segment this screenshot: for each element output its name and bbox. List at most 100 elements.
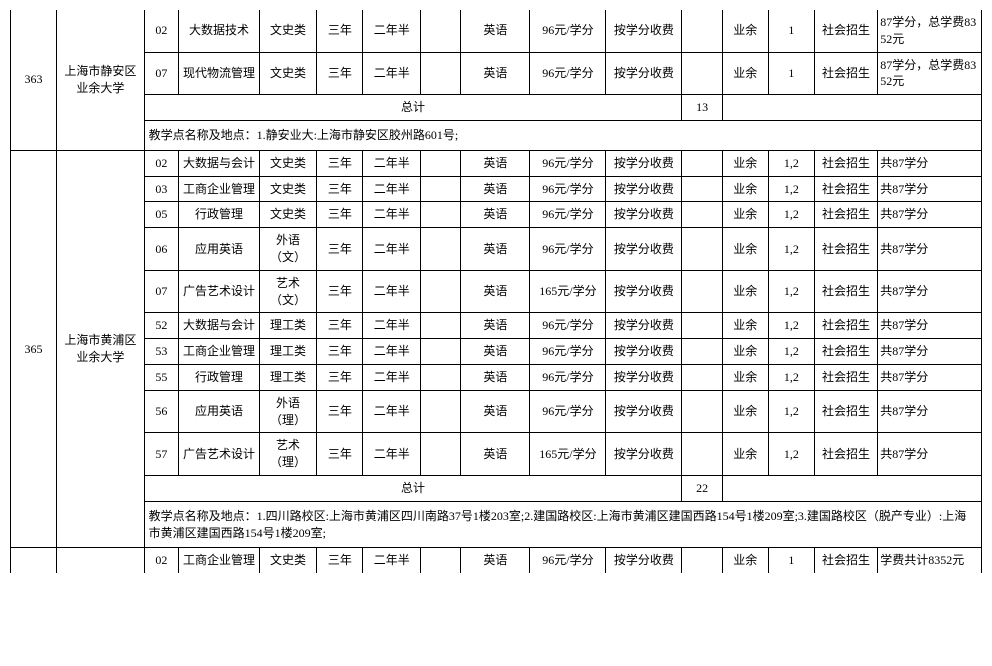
study-mode: 业余	[722, 150, 768, 176]
category: 文史类	[259, 10, 317, 52]
blank-col	[420, 228, 460, 271]
total-number: 13	[682, 95, 722, 121]
program-name: 行政管理	[179, 364, 260, 390]
duration: 三年	[317, 390, 363, 433]
duration-min: 二年半	[363, 52, 421, 95]
language: 英语	[461, 176, 530, 202]
school-code: 363	[11, 10, 57, 150]
teaching-site-note: 教学点名称及地点：1.静安业大:上海市静安区胶州路601号;	[144, 120, 981, 150]
category: 文史类	[259, 52, 317, 95]
table-row: 365上海市黄浦区业余大学02大数据与会计文史类三年二年半英语96元/学分按学分…	[11, 150, 982, 176]
category: 理工类	[259, 364, 317, 390]
program-name: 大数据与会计	[179, 313, 260, 339]
site: 1,2	[768, 228, 814, 271]
study-mode: 业余	[722, 202, 768, 228]
blank-col	[420, 433, 460, 476]
program-name: 应用英语	[179, 390, 260, 433]
total-label: 总计	[144, 95, 682, 121]
charge-mode: 按学分收费	[606, 313, 682, 339]
enroll-type: 社会招生	[814, 10, 877, 52]
duration: 三年	[317, 548, 363, 573]
category: 外语（文）	[259, 228, 317, 271]
study-mode: 业余	[722, 10, 768, 52]
blank-col	[420, 10, 460, 52]
language: 英语	[461, 202, 530, 228]
blank-col	[420, 176, 460, 202]
duration: 三年	[317, 150, 363, 176]
note-row: 教学点名称及地点：1.静安业大:上海市静安区胶州路601号;	[11, 120, 982, 150]
category: 文史类	[259, 150, 317, 176]
language: 英语	[461, 548, 530, 573]
price: 96元/学分	[530, 176, 606, 202]
charge-mode: 按学分收费	[606, 390, 682, 433]
category: 理工类	[259, 339, 317, 365]
blank-col2	[682, 150, 722, 176]
charge-mode: 按学分收费	[606, 270, 682, 313]
language: 英语	[461, 228, 530, 271]
table-row: 02工商企业管理文史类三年二年半英语96元/学分按学分收费业余1社会招生学费共计…	[11, 548, 982, 573]
language: 英语	[461, 339, 530, 365]
remark: 共87学分	[878, 364, 982, 390]
duration: 三年	[317, 270, 363, 313]
study-mode: 业余	[722, 228, 768, 271]
price: 165元/学分	[530, 270, 606, 313]
price: 96元/学分	[530, 228, 606, 271]
table-row: 05行政管理文史类三年二年半英语96元/学分按学分收费业余1,2社会招生共87学…	[11, 202, 982, 228]
site: 1,2	[768, 390, 814, 433]
remark: 共87学分	[878, 228, 982, 271]
site: 1,2	[768, 150, 814, 176]
duration-min: 二年半	[363, 176, 421, 202]
enroll-type: 社会招生	[814, 176, 877, 202]
charge-mode: 按学分收费	[606, 176, 682, 202]
school-code	[11, 548, 57, 573]
price: 96元/学分	[530, 548, 606, 573]
blank-col2	[682, 339, 722, 365]
enroll-type: 社会招生	[814, 339, 877, 365]
study-mode: 业余	[722, 433, 768, 476]
study-mode: 业余	[722, 364, 768, 390]
charge-mode: 按学分收费	[606, 228, 682, 271]
charge-mode: 按学分收费	[606, 339, 682, 365]
language: 英语	[461, 150, 530, 176]
total-row: 总计13	[11, 95, 982, 121]
program-code: 02	[144, 10, 179, 52]
duration: 三年	[317, 313, 363, 339]
remark: 学费共计8352元	[878, 548, 982, 573]
blank-col2	[682, 433, 722, 476]
program-code: 05	[144, 202, 179, 228]
study-mode: 业余	[722, 176, 768, 202]
study-mode: 业余	[722, 270, 768, 313]
blank-col2	[682, 52, 722, 95]
language: 英语	[461, 10, 530, 52]
blank-col	[420, 364, 460, 390]
program-code: 52	[144, 313, 179, 339]
remark: 共87学分	[878, 202, 982, 228]
category: 理工类	[259, 313, 317, 339]
remark: 共87学分	[878, 339, 982, 365]
table-row: 56应用英语外语（理）三年二年半英语96元/学分按学分收费业余1,2社会招生共8…	[11, 390, 982, 433]
price: 96元/学分	[530, 202, 606, 228]
price: 96元/学分	[530, 150, 606, 176]
total-blank	[722, 475, 981, 501]
remark: 共87学分	[878, 313, 982, 339]
blank-col	[420, 270, 460, 313]
blank-col	[420, 202, 460, 228]
language: 英语	[461, 313, 530, 339]
program-name: 工商企业管理	[179, 339, 260, 365]
enroll-type: 社会招生	[814, 202, 877, 228]
category: 文史类	[259, 176, 317, 202]
program-name: 应用英语	[179, 228, 260, 271]
blank-col2	[682, 364, 722, 390]
school-code: 365	[11, 150, 57, 548]
duration: 三年	[317, 339, 363, 365]
language: 英语	[461, 52, 530, 95]
table-row: 07现代物流管理文史类三年二年半英语96元/学分按学分收费业余1社会招生87学分…	[11, 52, 982, 95]
site: 1	[768, 10, 814, 52]
enroll-type: 社会招生	[814, 150, 877, 176]
duration: 三年	[317, 202, 363, 228]
school-name: 上海市静安区业余大学	[57, 10, 145, 150]
duration-min: 二年半	[363, 313, 421, 339]
site: 1,2	[768, 202, 814, 228]
school-name	[57, 548, 145, 573]
program-name: 广告艺术设计	[179, 270, 260, 313]
